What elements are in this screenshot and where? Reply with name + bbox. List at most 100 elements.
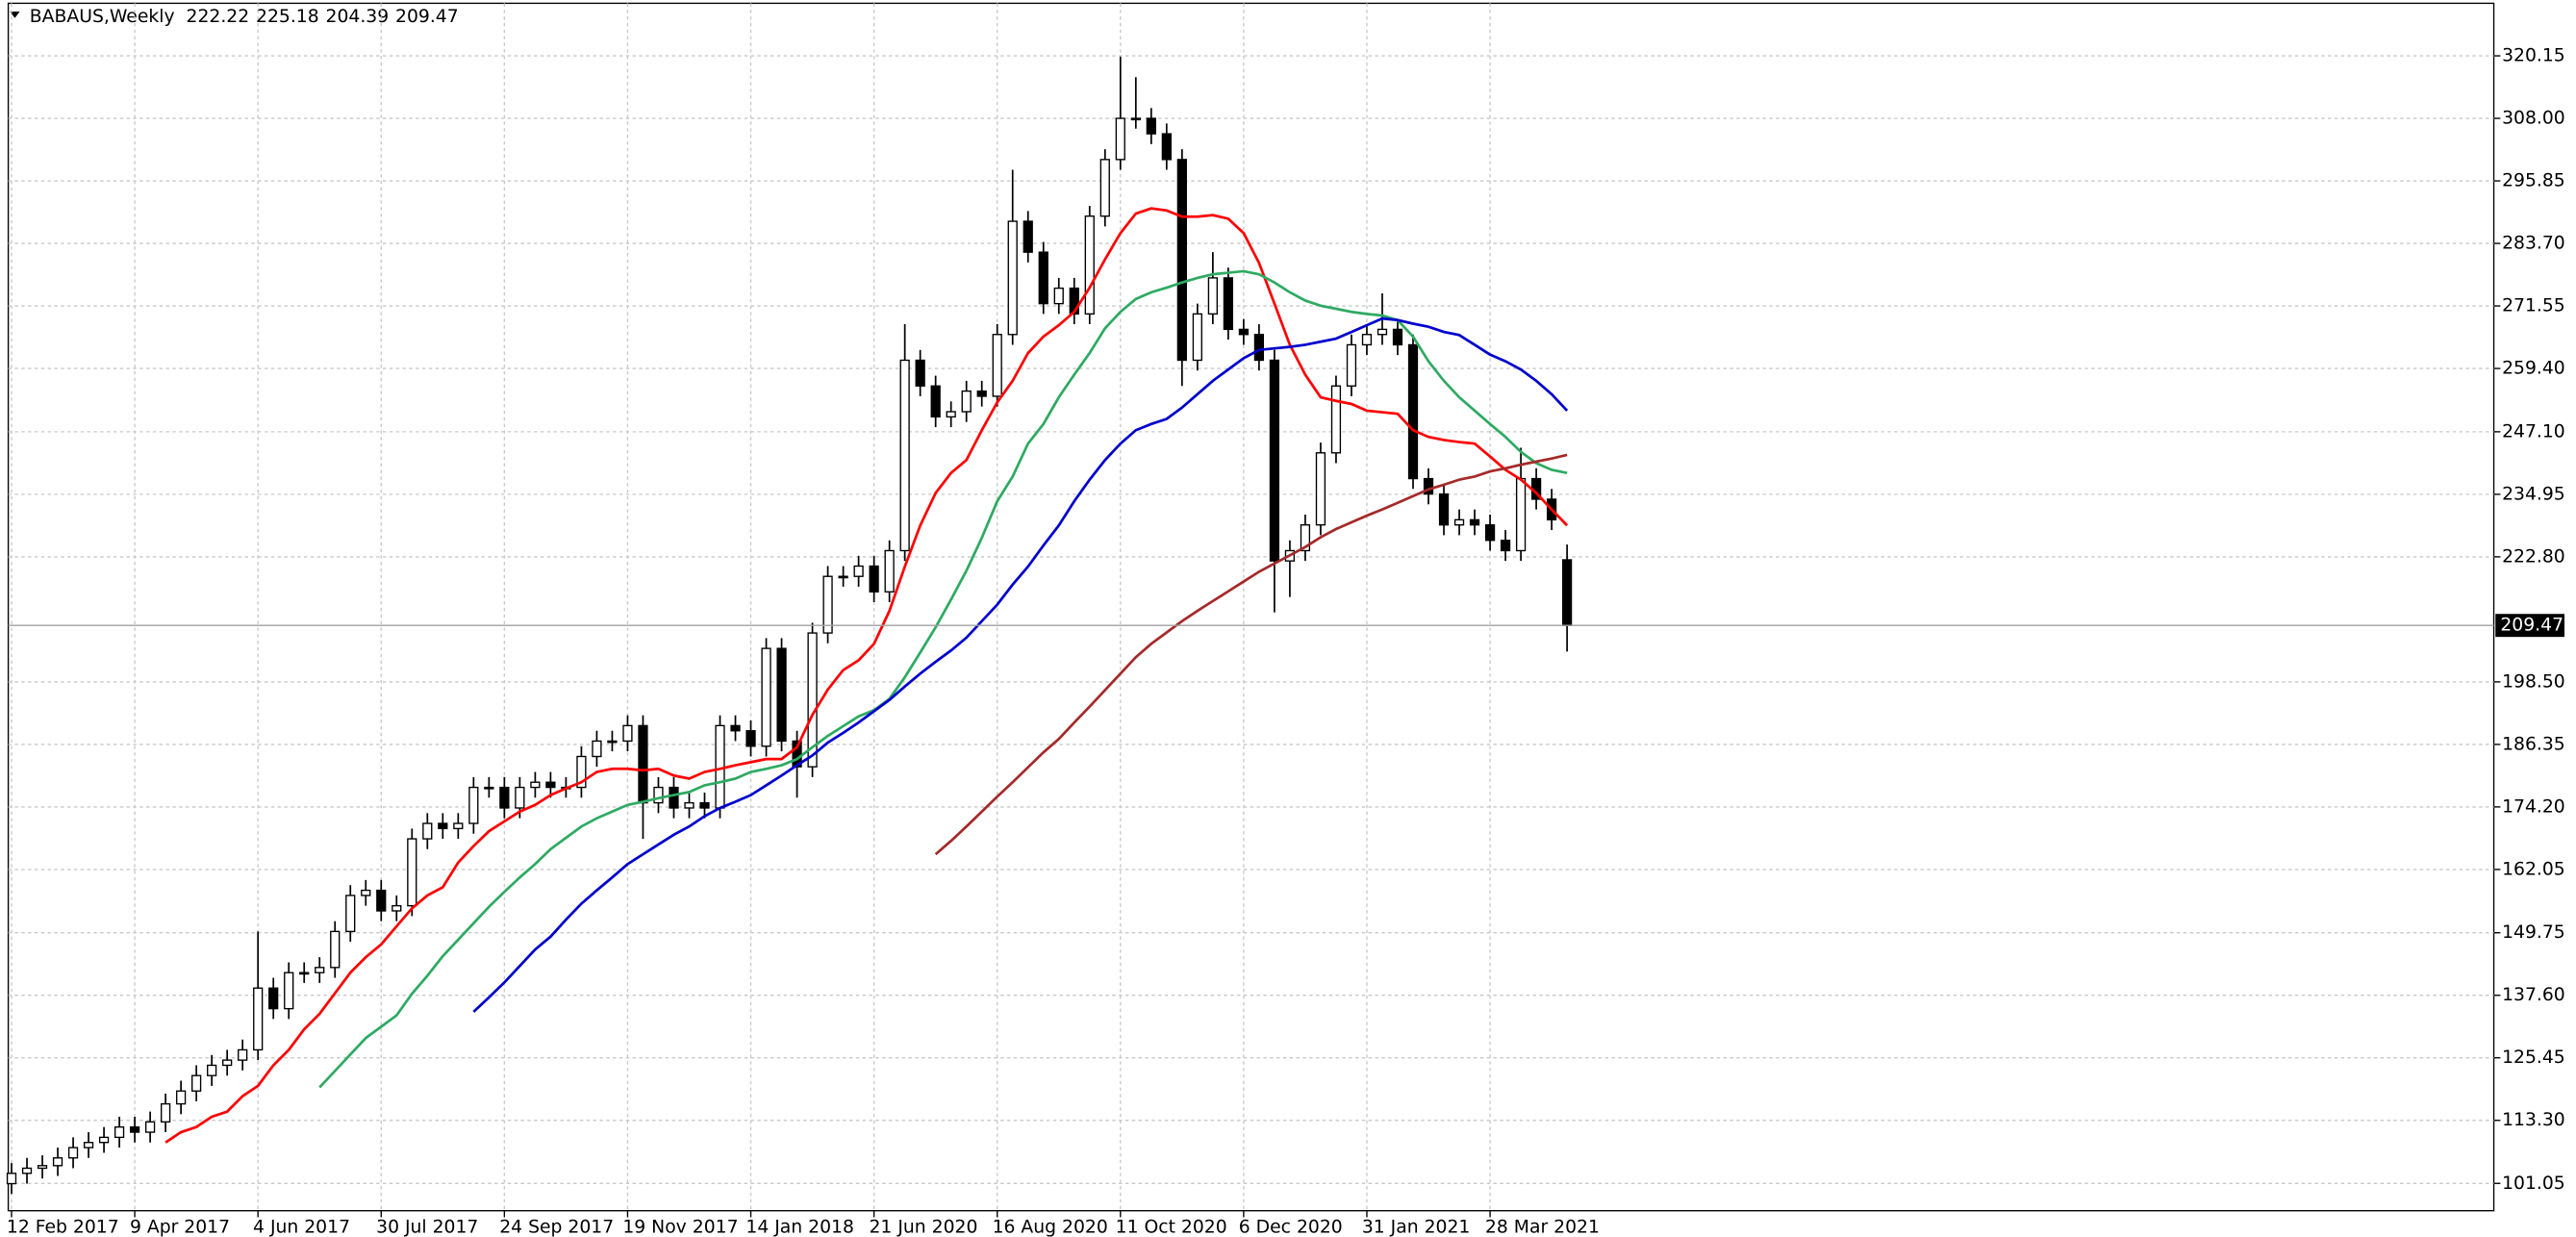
y-tick-label: 234.95: [2502, 484, 2565, 504]
candle-body: [1438, 492, 1450, 526]
candle-body: [37, 1165, 48, 1170]
candle-body: [1469, 518, 1480, 526]
candle-body: [1330, 385, 1342, 454]
header-high: 225.18: [256, 7, 319, 27]
candle-body: [1253, 334, 1265, 362]
candle-body: [1300, 524, 1311, 552]
candle-body: [869, 565, 879, 593]
candle-body: [715, 724, 725, 809]
candle-body: [592, 740, 602, 758]
candle-body: [930, 385, 941, 418]
candle-body: [822, 575, 833, 634]
candle-body: [1484, 524, 1496, 542]
y-tick-label: 174.20: [2502, 796, 2565, 817]
candle-body: [345, 895, 356, 933]
candle-body: [576, 755, 587, 789]
candle-body: [114, 1125, 125, 1139]
x-tick-label: 9 Apr 2017: [130, 1217, 230, 1237]
x-tick-label: 28 Mar 2021: [1485, 1217, 1600, 1237]
chart-header: BABAUS,Weekly 222.22 225.18 204.39 209.47: [30, 7, 459, 27]
candle-body: [21, 1167, 33, 1174]
menu-arrow: [10, 11, 20, 18]
candle-body: [776, 647, 787, 743]
candle-body: [853, 565, 864, 577]
candle-body: [361, 889, 371, 896]
candle-body: [1500, 540, 1511, 552]
y-tick-label: 247.10: [2502, 421, 2565, 442]
candle-body: [1069, 287, 1079, 316]
x-tick-label: 12 Feb 2017: [7, 1217, 119, 1237]
candle-body: [253, 987, 264, 1051]
candle-body: [946, 411, 956, 418]
x-tick-label: 24 Sep 2017: [499, 1217, 614, 1237]
candle-body: [144, 1121, 156, 1133]
candle-body: [176, 1090, 187, 1105]
x-tick-label: 6 Dec 2020: [1239, 1217, 1343, 1237]
y-tick-label: 125.45: [2502, 1048, 2565, 1068]
candle-body: [745, 730, 756, 747]
candle-body: [1315, 452, 1326, 526]
y-tick-label: 101.05: [2502, 1174, 2565, 1194]
candle-body: [1361, 334, 1373, 346]
candle-body: [761, 647, 771, 747]
candle-body: [1423, 477, 1434, 495]
candle-body: [499, 786, 510, 809]
candle-body: [1561, 559, 1573, 626]
candle-body: [468, 786, 479, 824]
candle-body: [1515, 477, 1527, 552]
candle-body: [207, 1064, 217, 1076]
candle-body: [961, 390, 972, 413]
ma-line: [164, 207, 1569, 1144]
candle-body: [1023, 220, 1033, 253]
candle-body: [1176, 159, 1187, 362]
candle-body: [669, 786, 679, 809]
candle-body: [438, 822, 448, 830]
candle-body: [607, 740, 618, 744]
header-open: 222.22: [187, 7, 250, 27]
chart-title: BABAUS,Weekly: [30, 7, 175, 27]
candle-body: [545, 781, 556, 789]
candle-body: [315, 967, 325, 973]
ma-line: [472, 316, 1569, 1013]
x-tick-label: 4 Jun 2017: [253, 1217, 350, 1237]
candle-body: [1346, 343, 1357, 387]
plot-frame: [7, 2, 2495, 1212]
candle-body: [515, 786, 525, 809]
candle-body: [1207, 277, 1218, 316]
y-tick-label: 222.80: [2502, 546, 2565, 567]
candle-body: [899, 359, 910, 552]
candle-body: [330, 930, 341, 969]
x-tick-label: 16 Aug 2020: [993, 1217, 1108, 1237]
candle-body: [1161, 133, 1172, 161]
candle-body: [98, 1136, 110, 1144]
candle-body: [684, 801, 695, 809]
candle-body: [191, 1074, 202, 1092]
candle-body: [1376, 328, 1388, 336]
candle-body: [1407, 343, 1419, 480]
candle-body: [838, 575, 848, 579]
candle-body: [730, 724, 741, 732]
header-low: 204.39: [326, 7, 390, 27]
candle-body: [1453, 518, 1465, 526]
candle-body: [222, 1059, 233, 1067]
candle-body: [67, 1147, 79, 1159]
y-tick-label: 259.40: [2502, 359, 2565, 379]
candle-body: [376, 889, 387, 912]
y-tick-label: 113.30: [2502, 1110, 2565, 1130]
candle-body: [453, 822, 464, 830]
candle-body: [976, 390, 987, 397]
candle-body: [238, 1048, 248, 1061]
candle-body: [699, 801, 710, 809]
y-tick-label: 283.70: [2502, 234, 2565, 254]
header-close: 209.47: [395, 7, 459, 27]
candle-body: [884, 549, 895, 593]
candle-body: [407, 838, 417, 907]
y-tick-label: 198.50: [2502, 671, 2565, 692]
ma-line: [934, 453, 1568, 856]
candle-body: [1146, 117, 1156, 135]
candle-body: [530, 781, 541, 789]
candle-body: [284, 972, 294, 1010]
candle-body: [1238, 328, 1250, 336]
